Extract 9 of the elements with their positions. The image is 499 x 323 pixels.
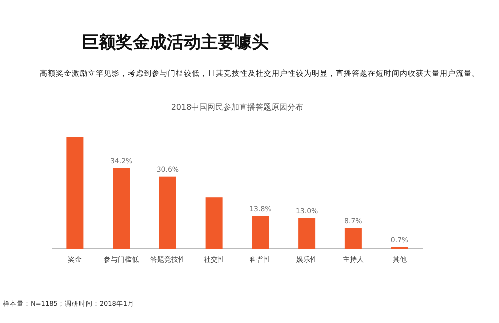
- bar: [66, 137, 84, 249]
- text: 2018中国网民参加直播答题原因分布: [171, 103, 304, 112]
- bar: [113, 168, 130, 249]
- bar: [206, 198, 223, 249]
- bar: [344, 228, 362, 249]
- chart-title: 巨额奖金成活动主要噱头: [82, 33, 269, 53]
- bar: [298, 218, 316, 249]
- bar: [252, 216, 270, 249]
- bar: [159, 176, 176, 249]
